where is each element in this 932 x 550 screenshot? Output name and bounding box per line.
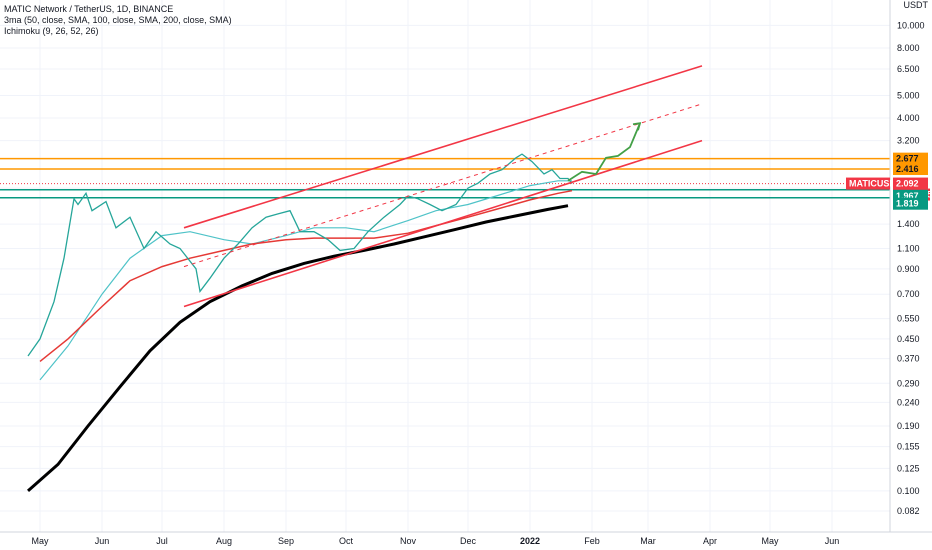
last-price-badge-label: 2.092 [896,179,919,189]
legend-title[interactable]: MATIC Network / TetherUS, 1D, BINANCE [4,4,174,14]
time-axis[interactable]: May Jun Jul Aug Sep Oct Nov Dec 2022 Feb Mar Apr May… [31,536,839,546]
price-tick-label: 1.400 [897,219,920,229]
price-tick-label: 0.240 [897,397,920,407]
sma-100-line [39,189,573,362]
sma-50-line [39,180,572,381]
level-badge-bg [893,163,928,176]
time-tick-label: Feb [584,536,600,546]
symbol-badge-label: MATICUSDT [849,179,902,189]
forecast-path [567,122,641,182]
level-badge-bg [893,197,928,210]
time-tick-label: May [761,536,779,546]
price-tick-label: 0.190 [897,421,920,431]
price-tick-label: 0.370 [897,354,920,364]
price-tick-label: 0.082 [897,506,920,516]
grid [0,0,890,532]
price-axis-bg [890,0,932,550]
time-tick-label: Nov [400,536,417,546]
level-badge-bg [893,152,928,165]
last-price-badge-bg [893,177,928,190]
price-badges: 2.6772.416MATICUSDT2.09208:59:151.9671.8… [846,152,932,210]
time-tick-label: Jul [156,536,168,546]
time-tick-label: Aug [216,536,232,546]
price-axis[interactable]: USDT10.0008.0006.5005.0004.0003.2002.000… [897,0,929,516]
symbol-badge-bg [846,177,890,190]
forecast-arrowhead [632,122,642,131]
legend-moving-averages[interactable]: 3ma (50, close, SMA, 100, close, SMA, 20… [4,15,232,25]
price-line [27,153,573,357]
price-tick-label: 4.000 [897,113,920,123]
sma-200-line [27,204,569,493]
horizontal-levels[interactable] [0,157,890,199]
time-tick-label: Sep [278,536,294,546]
price-tick-label: 0.900 [897,264,920,274]
time-tick-label: May [31,536,49,546]
price-axis-currency: USDT [904,0,929,10]
price-tick-label: 0.450 [897,334,920,344]
price-tick-label: 0.125 [897,463,920,473]
time-tick-label: Jun [825,536,840,546]
channel-lower-line [183,139,703,308]
chart-legend: MATIC Network / TetherUS, 1D, BINANCE 3m… [4,4,232,37]
time-tick-label: Mar [640,536,656,546]
price-tick-label: 3.200 [897,136,920,146]
price-tick-label: 1.100 [897,244,920,254]
time-tick-label: Jun [95,536,110,546]
time-axis-bg [0,532,932,550]
price-tick-label: 8.000 [897,43,920,53]
time-tick-label: 2022 [520,536,540,546]
level-badge-label: 2.416 [896,164,919,174]
legend-ichimoku[interactable]: Ichimoku (9, 26, 52, 26) [4,26,99,36]
level-badge-label: 1.967 [896,191,919,201]
price-tick-label: 6.500 [897,64,920,74]
price-tick-label: 0.290 [897,378,920,388]
price-tick-label: 0.550 [897,314,920,324]
price-tick-label: 5.000 [897,90,920,100]
drawings[interactable] [183,65,703,308]
moving-averages [27,180,573,493]
price-tick-label: 0.155 [897,442,920,452]
price-tick-label: 10.000 [897,20,925,30]
price-tick-label: 0.700 [897,289,920,299]
channel-upper-line [183,65,703,229]
level-badge-label: 2.677 [896,154,919,164]
level-badge-label: 1.819 [896,199,919,209]
time-tick-label: Oct [339,536,354,546]
close-price-line [27,153,573,357]
time-tick-label: Dec [460,536,477,546]
channel-mid-line [183,103,703,268]
price-tick-label: 0.100 [897,486,920,496]
time-tick-label: Apr [703,536,717,546]
